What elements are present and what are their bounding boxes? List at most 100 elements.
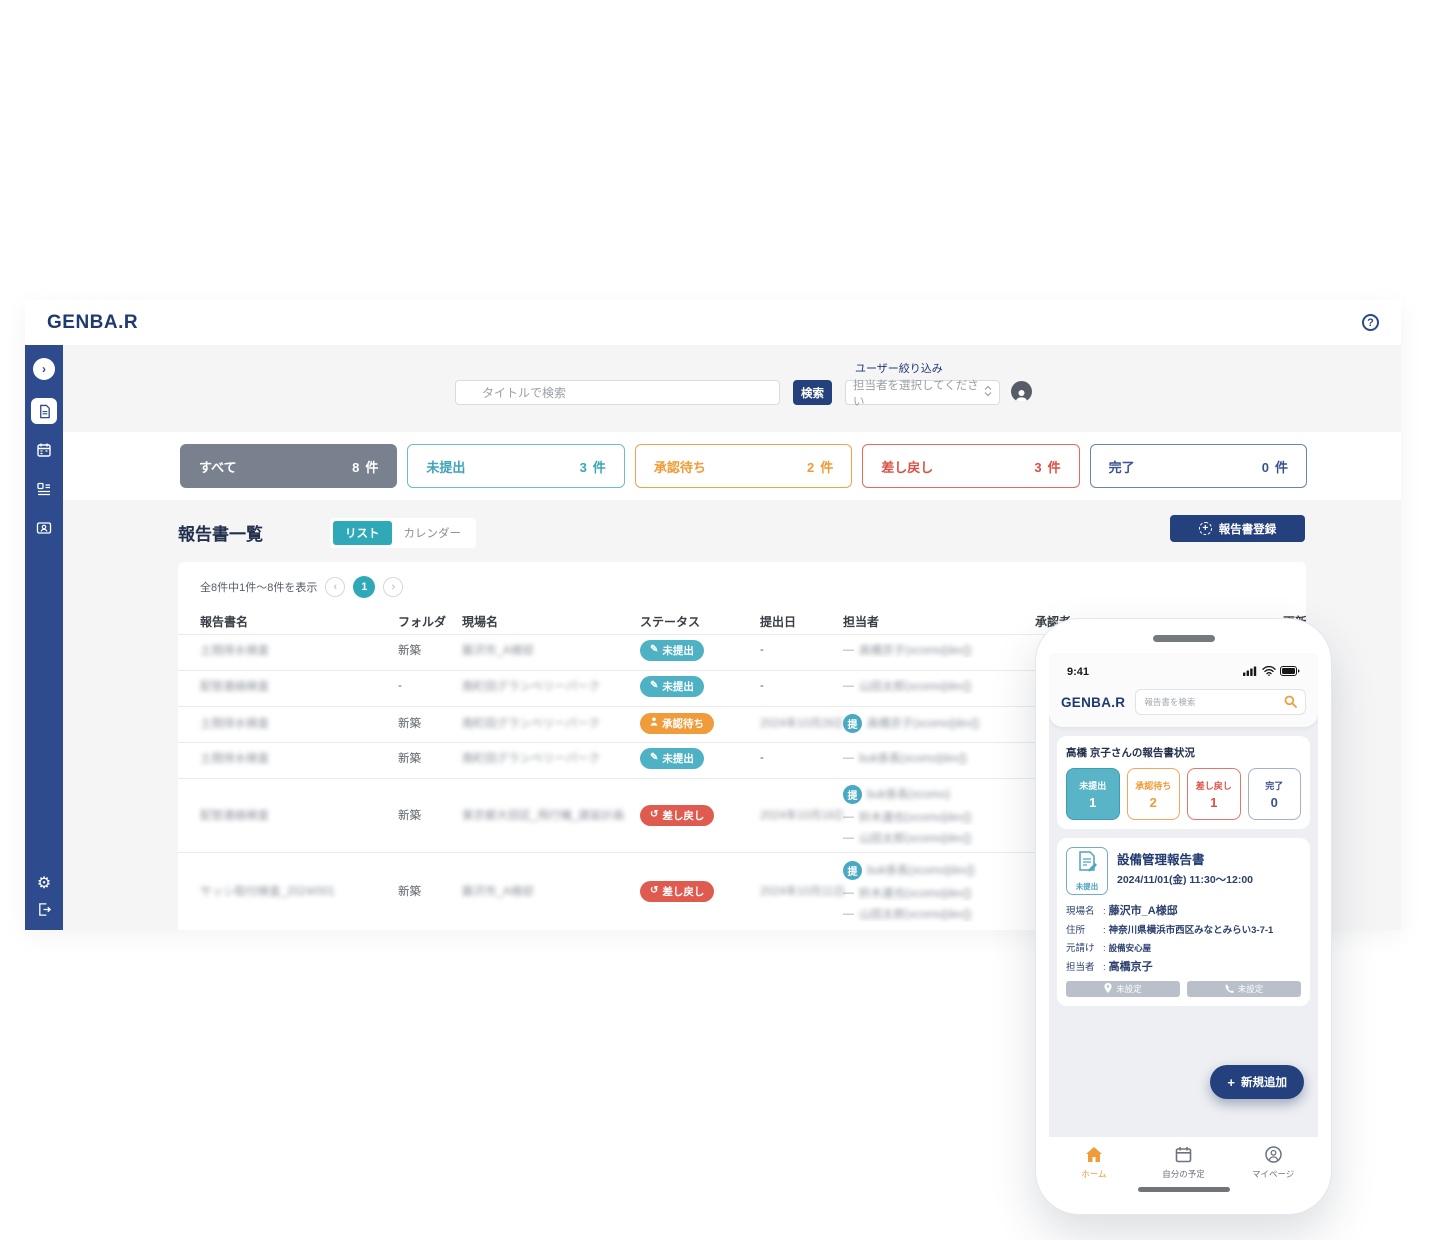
signal-icon [1243, 663, 1258, 681]
pencil-icon: ✎ [650, 752, 659, 764]
plus-circle-icon: + [1198, 522, 1212, 535]
add-new-report-button[interactable]: + 新規追加 [1210, 1065, 1304, 1099]
site-name: 藤沢市_A様邸 [462, 645, 534, 658]
site-name: 南町田グランベリーパーク [462, 681, 600, 694]
assignee-name: 高橋京子(xcomo[dev]) [859, 645, 972, 658]
home-icon [1085, 1146, 1103, 1165]
field-contractor: 元請け: 設備安心屋 [1066, 943, 1152, 954]
home-indicator[interactable] [1137, 1187, 1230, 1192]
mini-card-completed[interactable]: 完了 0 [1247, 768, 1301, 820]
report-status-title: 高橋 京子さんの報告書状況 [1066, 747, 1195, 759]
report-item-card[interactable]: 未提出 設備管理報告書 2024/11/01(金) 11:30〜12:00 現場… [1057, 838, 1310, 1006]
select-arrows-icon [984, 385, 992, 400]
map-not-set-button[interactable]: 未設定 [1066, 981, 1180, 997]
folder: 新築 [398, 810, 421, 822]
assignee-name: buk係長(xcomo[dev]) [867, 865, 976, 877]
sidebar-expand-button[interactable]: › [33, 358, 55, 380]
nav-item-schedule[interactable]: 自分の予定 [1148, 1146, 1218, 1180]
pagination-page-1[interactable]: 1 [353, 576, 376, 598]
pagination-prev-button[interactable]: ‹ [325, 577, 346, 597]
folder: 新築 [398, 886, 421, 898]
mini-card-waiting[interactable]: 承認待ち 2 [1126, 768, 1180, 820]
calendar-icon [1175, 1146, 1192, 1165]
submit-date: - [760, 644, 764, 657]
table-row[interactable]: 配管連絡検査 新築 東京都大田区_飛行機_建設計画 ↺ 差し戻し 2024年10月… [178, 778, 1306, 852]
phone-header: 9:41 GENBA.R 報告書を検索 [1049, 653, 1318, 727]
status-time: 9:41 [1067, 666, 1090, 678]
search-toolbar: 検索 ユーザー絞り込み 担当者を選択してください [63, 345, 1401, 432]
sidebar-item-calendar[interactable] [31, 437, 57, 463]
settings-gear-icon[interactable]: ⚙ [36, 875, 52, 892]
report-status-card: 高橋 京子さんの報告書状況 未提出 1 承認待ち 2 差し戻し 1 完了 0 [1057, 736, 1310, 829]
logout-icon[interactable] [37, 902, 52, 922]
help-icon[interactable]: ? [1362, 314, 1379, 331]
view-toggle-calendar[interactable]: カレンダー [403, 528, 462, 540]
submit-date: 2024年10月26日(月) [760, 718, 843, 730]
phone-handset-icon [1225, 983, 1234, 995]
site-name: 東京都大田区_飛行機_建設計画 [462, 810, 625, 822]
field-address: 住所: 神奈川県横浜市西区みなとみらい3-7-1 [1066, 925, 1274, 936]
sidebar-item-members[interactable] [31, 515, 57, 541]
folder: 新築 [398, 645, 421, 658]
report-name: サッシ取付検査_2024/001 [200, 886, 335, 898]
location-pin-icon [1104, 983, 1112, 995]
status-badge-returned: ↺ 差し戻し [640, 804, 715, 826]
table-row[interactable]: 土間排水検査 新築 南町田グランベリーパーク ✎ 未提出 - — buk係長(xco… [178, 742, 1306, 778]
call-not-set-button[interactable]: 未設定 [1187, 981, 1301, 997]
phone-screen: 9:41 GENBA.R 報告書を検索 高 [1049, 653, 1318, 1199]
assignee-name: 高橋京子(xcomo[dev]) [867, 718, 980, 730]
assignee-name: 山田太郎(xcomo[dev]) [859, 832, 972, 845]
table-row[interactable]: 土間排水検査 新築 南町田グランベリーパーク 承認待ち 2024年10月26日(… [178, 706, 1306, 742]
submit-date: 2024年10月11日(金) [760, 886, 843, 898]
search-button[interactable]: 検索 [793, 380, 832, 405]
phone-app-logo: GENBA.R [1061, 694, 1126, 710]
view-toggle-list[interactable]: リスト [333, 521, 392, 545]
status-badge-not-submitted: ✎ 未提出 [640, 639, 704, 661]
user-avatar[interactable] [1011, 381, 1032, 402]
assignee-name: buk係長(xcomo) [867, 789, 951, 801]
submit-date: - [760, 752, 764, 765]
register-report-button[interactable]: + 報告書登録 [1170, 515, 1305, 542]
report-datetime: 2024/11/01(金) 11:30〜12:00 [1117, 874, 1254, 886]
app-header: GENBA.R ? [25, 300, 1401, 345]
report-list-section: 報告書一覧 リスト カレンダー + 報告書登録 全8件中1件〜8件を表示 [63, 500, 1401, 930]
folder: 新築 [398, 718, 421, 730]
phone-body: 高橋 京子さんの報告書状況 未提出 1 承認待ち 2 差し戻し 1 完了 0 [1049, 727, 1318, 1137]
status-badge-not-submitted: ✎ 未提出 [640, 747, 704, 769]
report-status-label: 未提出 [1075, 882, 1099, 891]
phone-bottom-nav: ホーム 自分の予定 マイページ [1049, 1137, 1318, 1199]
phone-mockup: 9:41 GENBA.R 報告書を検索 高 [1035, 618, 1332, 1215]
submitter-badge: 提 [843, 713, 862, 733]
mini-card-not-submitted[interactable]: 未提出 1 [1066, 768, 1120, 820]
mini-card-returned[interactable]: 差し戻し 1 [1187, 768, 1241, 820]
field-site: 現場名: 藤沢市_A様邸 [1066, 905, 1178, 917]
table-row[interactable]: 配管連絡検査 - 南町田グランベリーパーク ✎ 未提出 - — 山田太郎(xcomo… [178, 670, 1306, 706]
report-name: 土間排水検査 [200, 645, 269, 658]
title-search-input[interactable] [455, 380, 780, 405]
status-badge-not-submitted: ✎ 未提出 [640, 675, 704, 697]
phone-search-field[interactable]: 報告書を検索 [1135, 689, 1306, 715]
sidebar-item-reports[interactable] [31, 398, 57, 424]
nav-item-home[interactable]: ホーム [1059, 1146, 1129, 1180]
submitter-badge: 提 [843, 784, 862, 804]
sidebar: › ⚙ [25, 345, 63, 930]
report-title: 設備管理報告書 [1117, 853, 1205, 867]
table-row[interactable]: 土間排水検査 新築 藤沢市_A様邸 ✎ 未提出 - — 高橋京子(xcomo[dev… [178, 634, 1306, 670]
site-name: 藤沢市_A様邸 [462, 886, 534, 898]
sidebar-item-sites[interactable] [31, 476, 57, 502]
pagination-next-button[interactable]: › [383, 577, 404, 597]
assignee-name: buk係長(xcomo[dev]) [859, 753, 968, 766]
return-arrow-icon: ↺ [650, 885, 659, 896]
site-name: 南町田グランベリーパーク [462, 753, 600, 766]
table-row[interactable]: サッシ取付検査_2024/001 新築 藤沢市_A様邸 ↺ 差し戻し 2024年1… [178, 852, 1306, 930]
report-name: 配管連絡検査 [200, 681, 269, 694]
status-badge-returned: ↺ 差し戻し [640, 880, 715, 902]
user-filter-select[interactable]: 担当者を選択してください [845, 380, 1000, 408]
nav-item-mypage[interactable]: マイページ [1238, 1146, 1308, 1180]
